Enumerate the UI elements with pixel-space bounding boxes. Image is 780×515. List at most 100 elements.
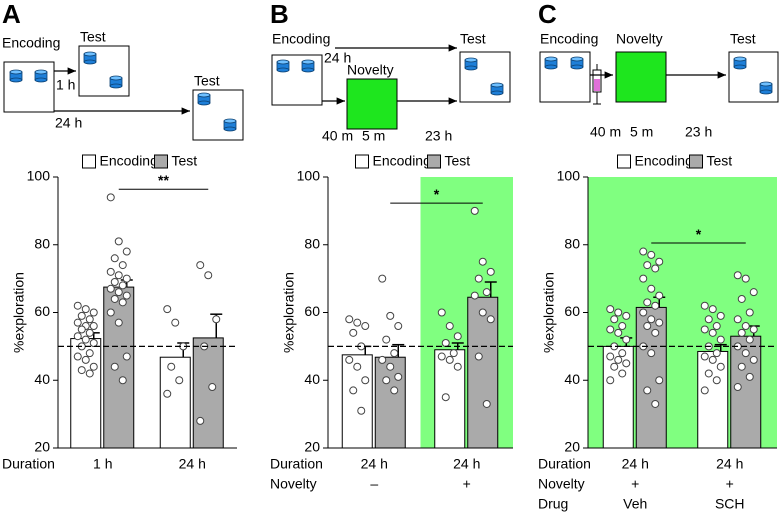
- data-point: [712, 322, 721, 331]
- legend-swatch: [82, 154, 96, 169]
- y-tick-label: 20: [564, 439, 580, 455]
- legend-swatch: [427, 154, 441, 169]
- row-value: +: [631, 476, 639, 492]
- schematic-a: Encoding 1 h Test 24 h Test: [2, 29, 244, 141]
- data-point: [482, 399, 491, 408]
- row-value: +: [463, 476, 471, 492]
- data-point: [700, 352, 709, 361]
- data-point: [614, 308, 623, 317]
- data-point: [647, 349, 656, 358]
- row-value: 1 h: [93, 456, 112, 472]
- data-point: [114, 271, 123, 280]
- data-point: [437, 352, 446, 361]
- data-point: [441, 393, 450, 402]
- y-tick-label: 60: [34, 303, 50, 319]
- data-point: [81, 355, 90, 364]
- data-point: [704, 315, 713, 324]
- legend-label: Test: [707, 153, 733, 169]
- highlight: [682, 177, 777, 448]
- data-point: [196, 261, 205, 270]
- y-axis-label: %exploration: [281, 272, 297, 353]
- row-name: Duration: [270, 456, 323, 472]
- data-point: [618, 349, 627, 358]
- data-point: [378, 274, 387, 283]
- data-point: [114, 288, 123, 297]
- data-point: [749, 288, 758, 297]
- schematic-label: 23 h: [425, 128, 452, 144]
- data-point: [167, 362, 176, 371]
- data-point: [651, 328, 660, 337]
- y-tick-label: 80: [304, 235, 320, 251]
- data-point: [73, 318, 82, 327]
- data-point: [445, 355, 454, 364]
- data-point: [647, 250, 656, 259]
- data-point: [737, 362, 746, 371]
- y-tick-label: 100: [27, 168, 51, 184]
- schematic-label: Novelty: [616, 31, 663, 47]
- data-point: [349, 328, 358, 337]
- y-tick-label: 40: [304, 371, 320, 387]
- data-point: [163, 305, 172, 314]
- data-point: [353, 362, 362, 371]
- data-point: [606, 352, 615, 361]
- data-point: [610, 315, 619, 324]
- data-point: [453, 362, 462, 371]
- row-name: Duration: [2, 456, 55, 472]
- object: [109, 75, 123, 89]
- y-tick-label: 20: [304, 439, 320, 455]
- significance-text: *: [696, 226, 702, 242]
- data-point: [655, 376, 664, 385]
- object: [490, 82, 504, 96]
- row-value: 24 h: [622, 456, 649, 472]
- data-point: [175, 376, 184, 385]
- legend-label: Encoding: [373, 153, 431, 169]
- data-point: [441, 338, 450, 347]
- y-tick-label: 60: [304, 303, 320, 319]
- data-point: [639, 247, 648, 256]
- data-point: [106, 308, 115, 317]
- object: [544, 56, 558, 70]
- schematic-c: Encoding Novelty Test 40 m 5 m 23 h: [539, 31, 779, 140]
- object: [34, 69, 48, 83]
- data-point: [382, 376, 391, 385]
- data-point: [700, 325, 709, 334]
- data-point: [741, 274, 750, 283]
- data-point: [745, 372, 754, 381]
- data-point: [85, 349, 94, 358]
- legend-label: Encoding: [100, 153, 158, 169]
- y-tick-label: 80: [564, 235, 580, 251]
- data-point: [733, 315, 742, 324]
- bar: [374, 356, 406, 449]
- data-point: [647, 315, 656, 324]
- data-point: [390, 349, 399, 358]
- data-point: [647, 284, 656, 293]
- data-point: [741, 322, 750, 331]
- data-point: [733, 271, 742, 280]
- data-point: [639, 308, 648, 317]
- data-point: [163, 389, 172, 398]
- data-point: [77, 311, 86, 320]
- data-point: [196, 416, 205, 425]
- significance-text: *: [434, 186, 440, 202]
- object: [9, 69, 23, 83]
- data-point: [745, 308, 754, 317]
- data-point: [622, 335, 631, 344]
- data-point: [486, 267, 495, 276]
- object: [464, 57, 478, 71]
- row-value: Veh: [623, 496, 647, 512]
- syringe: [592, 64, 602, 105]
- data-point: [114, 237, 123, 246]
- data-point: [89, 338, 98, 347]
- legend-swatch: [355, 154, 369, 169]
- schematic-label: 24 h: [324, 50, 351, 66]
- object: [197, 92, 211, 106]
- data-point: [453, 332, 462, 341]
- data-point: [749, 325, 758, 334]
- data-point: [171, 318, 180, 327]
- y-tick-label: 40: [34, 371, 50, 387]
- legend-swatch: [617, 154, 631, 169]
- data-point: [474, 352, 483, 361]
- data-point: [445, 322, 454, 331]
